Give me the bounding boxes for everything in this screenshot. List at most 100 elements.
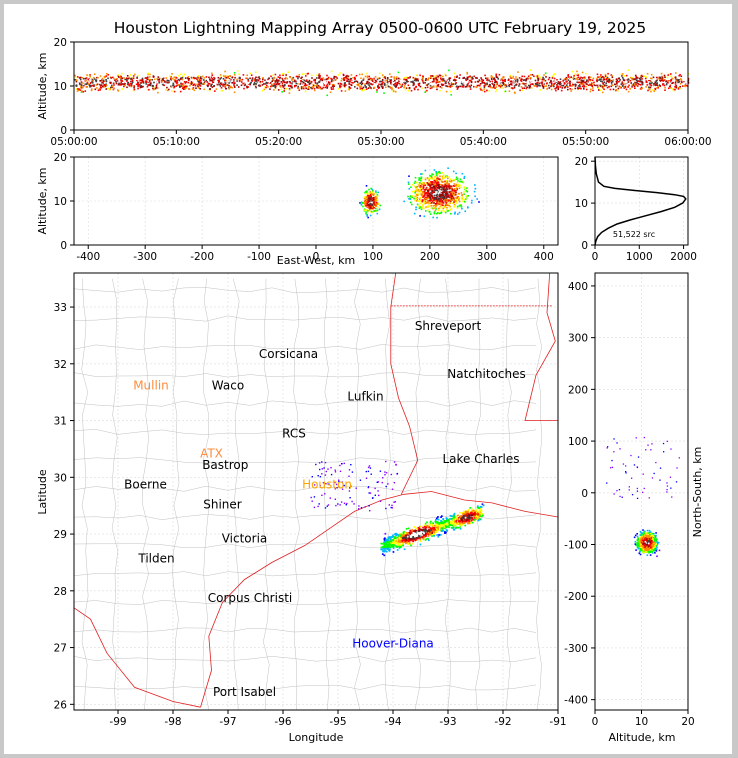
source-point (640, 74, 643, 77)
source-point (433, 80, 435, 83)
source-point (466, 78, 469, 81)
source-point (432, 197, 434, 200)
source-point (408, 532, 411, 534)
source-point (451, 85, 453, 87)
source-point (465, 518, 468, 520)
source-point (446, 85, 448, 88)
source-point (465, 514, 468, 517)
source-point (635, 75, 638, 78)
source-point (659, 80, 662, 82)
source-point (650, 73, 653, 76)
source-point (409, 197, 411, 199)
source-point (391, 545, 393, 547)
source-point (615, 89, 617, 91)
source-point (553, 73, 555, 76)
source-point (626, 79, 629, 81)
source-point (340, 90, 343, 92)
source-point (79, 89, 82, 91)
source-point (351, 80, 353, 82)
source-point (462, 196, 464, 199)
source-point (444, 183, 446, 185)
source-point (482, 79, 485, 82)
county-line (142, 278, 149, 711)
source-point (213, 85, 215, 87)
source-point (392, 545, 394, 547)
source-point (440, 189, 443, 191)
source-point (352, 82, 354, 84)
source-point (574, 73, 577, 75)
source-point (480, 506, 483, 508)
source-point (450, 187, 453, 189)
source-point (409, 529, 412, 532)
source-point (374, 210, 377, 212)
source-point (170, 76, 172, 78)
source-point (139, 86, 142, 89)
source-point (508, 84, 510, 87)
source-point (434, 209, 437, 212)
source-point (198, 84, 201, 86)
source-point (430, 199, 432, 202)
source-point (430, 86, 433, 88)
source-point (368, 208, 371, 211)
source-point (502, 75, 505, 78)
source-point (387, 547, 390, 549)
source-point (372, 190, 374, 192)
source-point (294, 80, 296, 83)
source-point (508, 82, 511, 84)
source-point (329, 91, 332, 93)
source-point (534, 79, 537, 82)
source-point (621, 80, 623, 83)
source-point (474, 514, 476, 516)
source-point (450, 94, 452, 96)
source-point (485, 77, 487, 80)
source-point (460, 204, 462, 206)
source-point (448, 184, 450, 187)
east-west-alt-tick-label: 10 (54, 196, 67, 208)
source-point (380, 548, 382, 551)
source-point (651, 82, 653, 84)
source-point (437, 518, 440, 521)
source-point (466, 517, 468, 519)
source-point (349, 77, 352, 80)
source-point (271, 83, 273, 86)
source-point (513, 85, 516, 87)
source-point (259, 80, 262, 83)
source-point (654, 84, 657, 87)
source-point (371, 193, 373, 195)
source-point (369, 195, 372, 197)
source-point (653, 84, 655, 87)
source-point (584, 81, 587, 84)
source-point (354, 86, 356, 88)
source-point (172, 79, 175, 81)
source-point (578, 83, 581, 86)
source-point (286, 82, 288, 84)
source-point (418, 207, 421, 209)
source-point (282, 72, 285, 75)
source-point (432, 522, 434, 524)
source-point (165, 88, 167, 91)
source-point (453, 198, 455, 200)
source-point (585, 88, 588, 91)
source-point (460, 181, 463, 183)
source-point (405, 87, 408, 89)
source-point (465, 195, 468, 197)
source-point (616, 90, 619, 92)
source-point (520, 77, 523, 80)
source-point (149, 84, 152, 87)
source-point (87, 83, 90, 85)
source-point (422, 82, 425, 84)
source-point (620, 83, 623, 85)
source-point (430, 186, 433, 189)
source-point (407, 81, 409, 83)
source-point (332, 79, 335, 82)
source-point (458, 521, 460, 523)
source-point (590, 84, 592, 86)
source-point (611, 80, 614, 83)
source-point (307, 82, 310, 84)
source-point (445, 523, 447, 526)
source-point (574, 87, 577, 90)
source-point (369, 198, 372, 200)
source-point (420, 189, 423, 191)
source-point (87, 78, 89, 81)
source-point (126, 80, 128, 82)
